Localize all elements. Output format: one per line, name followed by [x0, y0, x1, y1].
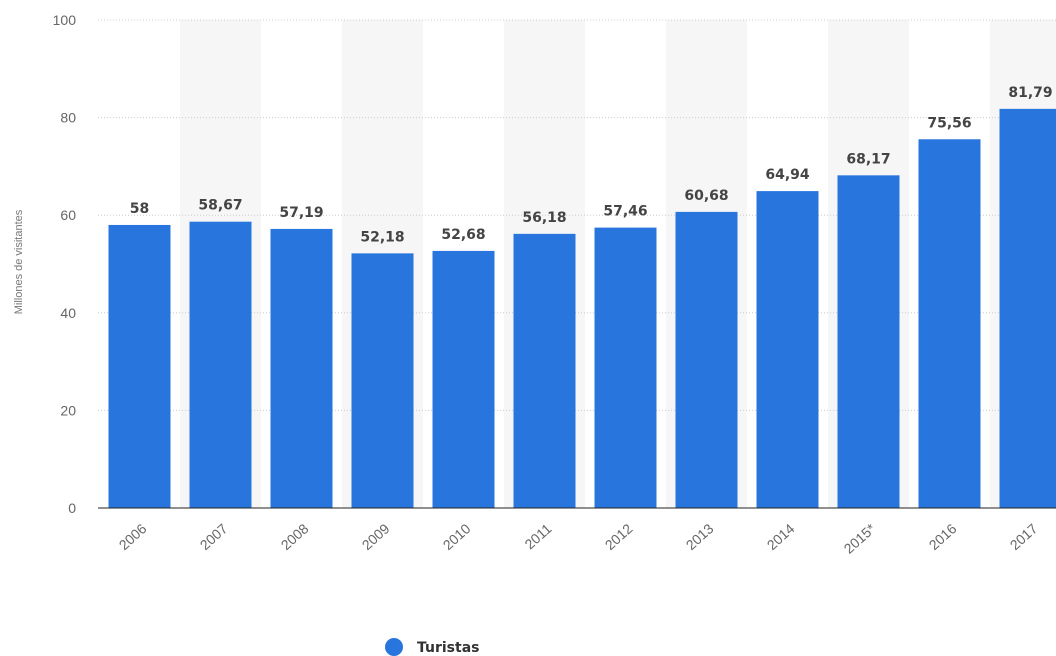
data-label-2016: 75,56 — [927, 115, 971, 131]
x-tick-2013: 2013 — [683, 520, 717, 553]
x-tick-2009: 2009 — [359, 520, 393, 553]
y-tick-40: 40 — [60, 305, 76, 321]
bar-2008[interactable] — [270, 228, 333, 509]
legend[interactable]: Turistas — [385, 638, 480, 656]
bars — [108, 108, 1056, 509]
legend-marker — [385, 638, 403, 656]
y-tick-80: 80 — [60, 110, 76, 126]
bar-2012[interactable] — [594, 227, 657, 508]
y-axis-ticks: 0 20 40 60 80 100 — [53, 12, 77, 516]
y-tick-100: 100 — [53, 12, 77, 28]
data-label-2015*: 68,17 — [846, 151, 890, 167]
bar-2007[interactable] — [189, 221, 252, 508]
y-axis-label: Millones de visitantes — [13, 209, 25, 314]
bar-2014[interactable] — [756, 191, 819, 508]
data-label-2013: 60,68 — [684, 188, 728, 204]
y-tick-60: 60 — [60, 207, 76, 223]
x-tick-2008: 2008 — [278, 520, 312, 553]
data-label-2017: 81,79 — [1008, 85, 1052, 101]
data-label-2012: 57,46 — [603, 204, 647, 220]
x-tick-2015*: 2015* — [841, 520, 879, 557]
data-label-2008: 57,19 — [279, 205, 323, 221]
data-label-2007: 58,67 — [198, 198, 242, 214]
x-tick-2010: 2010 — [440, 520, 474, 553]
bar-2017[interactable] — [999, 108, 1056, 508]
x-tick-2011: 2011 — [521, 520, 554, 552]
x-tick-2014: 2014 — [764, 520, 798, 553]
x-tick-2006: 2006 — [116, 520, 150, 553]
data-label-2014: 64,94 — [765, 167, 810, 183]
bar-2015*[interactable] — [837, 175, 900, 509]
bar-2011[interactable] — [513, 233, 576, 508]
x-tick-2017: 2017 — [1007, 520, 1041, 553]
y-tick-20: 20 — [60, 402, 76, 418]
data-label-2009: 52,18 — [360, 229, 404, 245]
y-tick-0: 0 — [68, 500, 76, 516]
bar-2009[interactable] — [351, 253, 414, 508]
x-tick-2012: 2012 — [602, 520, 636, 553]
x-tick-2016: 2016 — [926, 520, 960, 553]
bar-2013[interactable] — [675, 211, 738, 509]
bar-2010[interactable] — [432, 250, 495, 508]
data-label-2006: 58 — [130, 201, 149, 217]
bar-2016[interactable] — [918, 139, 981, 508]
data-labels: 58 58,67 57,19 52,18 52,68 56,18 57,46 60,68 64,… — [130, 85, 1053, 245]
legend-label: Turistas — [417, 640, 480, 656]
bar-2006[interactable] — [108, 224, 171, 508]
x-tick-2007: 2007 — [197, 520, 231, 553]
data-label-2010: 52,68 — [441, 227, 485, 243]
data-label-2011: 56,18 — [522, 210, 566, 226]
x-axis-ticks: 2006 2007 2008 2009 2010 2011 2012 2013 2014 2015… — [116, 520, 1041, 557]
